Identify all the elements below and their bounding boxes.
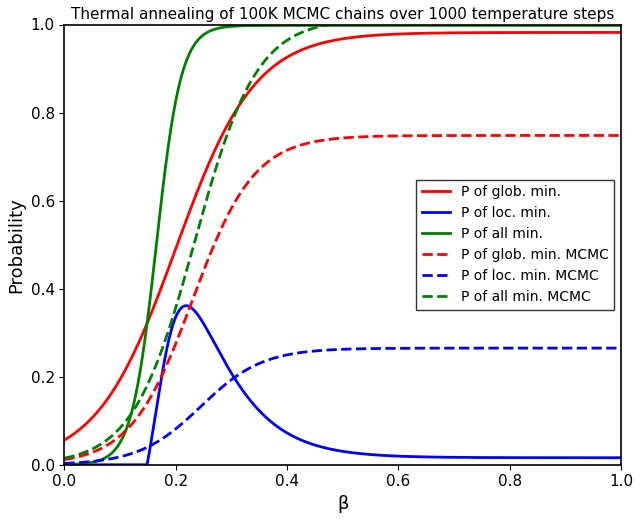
P of all min.	[617, 22, 625, 29]
P of all min.	[317, 22, 324, 29]
P of loc. min.	[601, 454, 609, 461]
Line: P of glob. min.: P of glob. min.	[65, 32, 621, 440]
Line: P of loc. min. MCMC: P of loc. min. MCMC	[65, 348, 621, 463]
P of glob. min. MCMC	[617, 132, 625, 138]
P of loc. min. MCMC	[601, 345, 609, 351]
P of loc. min. MCMC	[601, 345, 609, 351]
P of glob. min.	[601, 29, 609, 35]
P of glob. min.	[601, 29, 609, 35]
P of loc. min. MCMC	[61, 460, 68, 466]
P of glob. min. MCMC	[317, 137, 324, 144]
P of glob. min. MCMC	[601, 132, 609, 138]
P of glob. min. MCMC	[61, 457, 68, 463]
Y-axis label: Probability: Probability	[7, 197, 25, 293]
P of all min. MCMC	[601, 21, 609, 28]
P of glob. min. MCMC	[332, 136, 339, 142]
P of loc. min.	[182, 303, 190, 309]
P of loc. min.	[602, 454, 609, 461]
P of all min. MCMC	[617, 21, 625, 28]
P of loc. min.	[89, 462, 97, 468]
P of loc. min.	[317, 444, 324, 450]
P of glob. min.	[617, 29, 625, 35]
P of loc. min.	[617, 454, 625, 461]
P of all min. MCMC	[332, 21, 339, 28]
P of loc. min. MCMC	[332, 346, 339, 353]
P of loc. min. MCMC	[317, 347, 324, 354]
P of loc. min. MCMC	[499, 345, 506, 351]
P of all min. MCMC	[89, 446, 97, 452]
P of glob. min. MCMC	[499, 133, 506, 139]
P of all min. MCMC	[61, 455, 68, 461]
P of all min. MCMC	[317, 23, 324, 30]
P of all min.	[607, 22, 614, 29]
Line: P of all min.: P of all min.	[65, 25, 621, 464]
P of all min.	[332, 22, 339, 29]
P of glob. min.	[499, 30, 506, 36]
P of loc. min. MCMC	[617, 345, 625, 351]
Legend: P of glob. min., P of loc. min., P of all min., P of glob. min. MCMC, P of loc. : P of glob. min., P of loc. min., P of al…	[416, 180, 614, 309]
P of glob. min.	[61, 437, 68, 443]
P of loc. min. MCMC	[89, 458, 97, 464]
P of glob. min.	[89, 414, 97, 420]
P of all min. MCMC	[325, 21, 333, 28]
P of all min. MCMC	[499, 21, 507, 28]
P of loc. min.	[332, 447, 339, 453]
X-axis label: β: β	[337, 495, 348, 513]
P of glob. min. MCMC	[89, 449, 97, 456]
P of glob. min.	[332, 37, 339, 43]
Title: Thermal annealing of 100K MCMC chains over 1000 temperature steps: Thermal annealing of 100K MCMC chains ov…	[71, 7, 614, 22]
Line: P of all min. MCMC: P of all min. MCMC	[65, 24, 621, 458]
P of all min.	[61, 461, 68, 467]
P of glob. min. MCMC	[601, 132, 609, 138]
P of all min.	[601, 22, 609, 29]
Line: P of loc. min.: P of loc. min.	[65, 306, 621, 465]
P of loc. min.	[61, 462, 68, 468]
P of all min. MCMC	[602, 21, 609, 28]
P of glob. min.	[317, 41, 324, 47]
P of loc. min.	[499, 454, 507, 461]
P of all min.	[499, 22, 506, 29]
Line: P of glob. min. MCMC: P of glob. min. MCMC	[65, 135, 621, 460]
P of all min.	[89, 459, 97, 465]
P of all min.	[601, 22, 609, 29]
